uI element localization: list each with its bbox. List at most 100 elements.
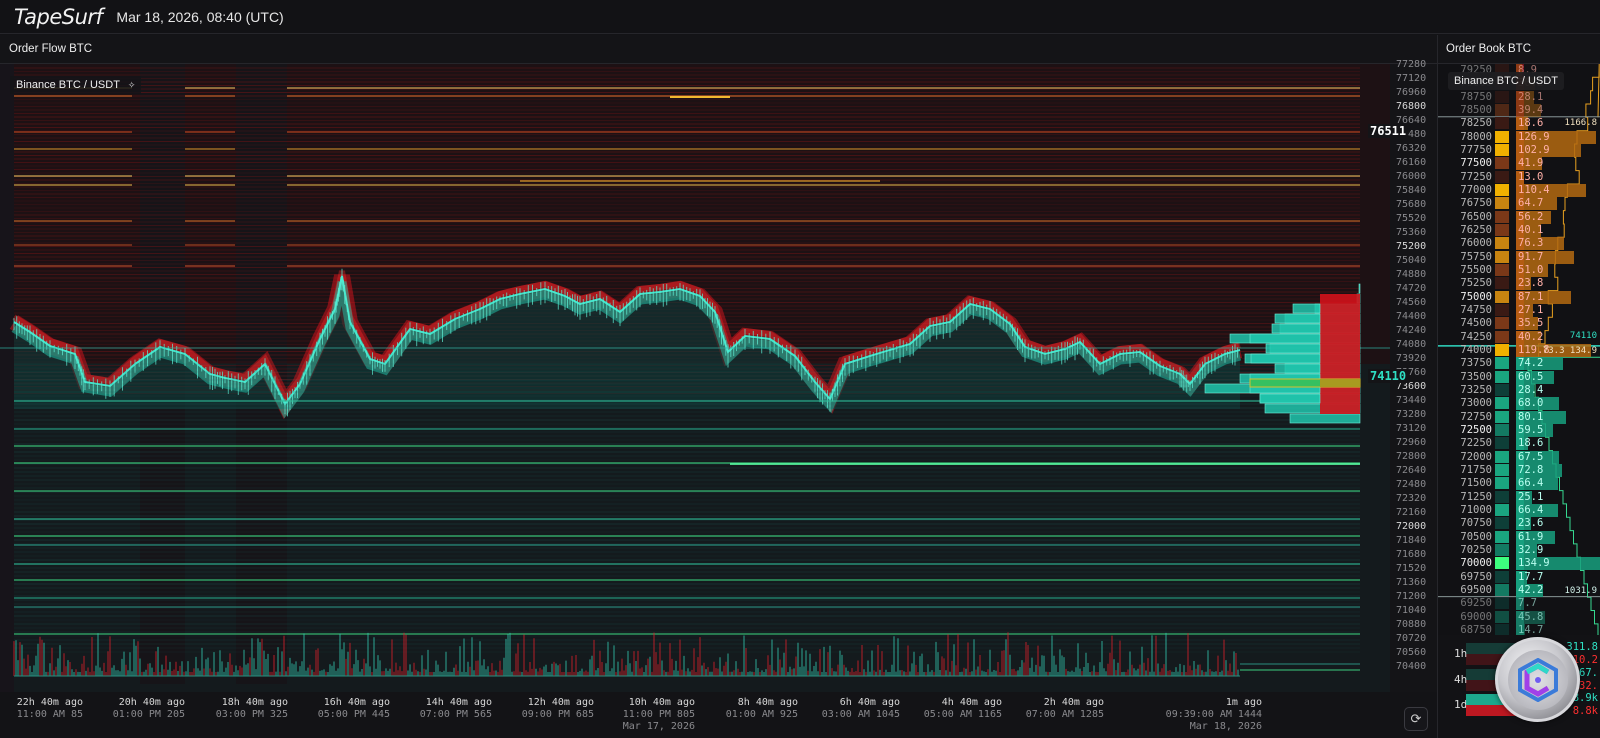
ob-qty-bar xyxy=(1516,170,1525,184)
ask-row[interactable]: 76500 56.2 xyxy=(1438,210,1600,224)
ob-heat-cell xyxy=(1495,410,1509,423)
ask-row[interactable]: 78250 18.6 xyxy=(1438,117,1600,131)
ask-row[interactable]: 77750 102.9 xyxy=(1438,143,1600,157)
time-absolute: 09:39:00 AM 1444 xyxy=(1165,709,1262,720)
price-tick: 71360 xyxy=(1396,577,1427,588)
pin-icon[interactable]: ✧ xyxy=(127,79,136,90)
ob-qty-bar xyxy=(1516,463,1562,477)
ob-price: 75250 xyxy=(1460,277,1492,290)
ask-row[interactable]: 77500 41.9 xyxy=(1438,157,1600,171)
ob-heat-cell xyxy=(1495,597,1509,610)
ask-row[interactable]: 76000 76.3 xyxy=(1438,237,1600,251)
bid-row[interactable]: 71750 72.8 xyxy=(1438,463,1600,477)
ob-qty: 45.8 xyxy=(1518,610,1544,623)
ob-price: 71500 xyxy=(1460,477,1492,490)
time-absolute: 01:00 PM 205 xyxy=(112,709,185,720)
price-axis[interactable]: 77280 77120 76960 76800 76640 76480 76320 76160… xyxy=(1368,60,1437,692)
ob-price: 73750 xyxy=(1460,357,1492,370)
ob-price: 70750 xyxy=(1460,517,1492,530)
time-date: Mar 18, 2026 xyxy=(1189,721,1262,732)
ob-qty: 64.7 xyxy=(1518,197,1544,210)
ob-qty: 72.8 xyxy=(1518,463,1544,476)
ask-row[interactable]: 75000 87.1 xyxy=(1438,290,1600,304)
bid-row[interactable]: 73250 28.4 xyxy=(1438,383,1600,397)
ob-qty-column-bg xyxy=(1516,64,1524,77)
ask-row[interactable]: 76750 64.7 xyxy=(1438,197,1600,211)
bid-row[interactable]: 69250 7.7 xyxy=(1438,597,1600,611)
ob-heat-cell xyxy=(1495,250,1509,263)
ob-heat-cell xyxy=(1495,437,1509,450)
ob-price: 71000 xyxy=(1460,503,1492,516)
bid-row[interactable]: 70250 32.9 xyxy=(1438,543,1600,557)
bid-row[interactable]: 71500 66.4 xyxy=(1438,477,1600,491)
ob-heat-cell xyxy=(1495,143,1509,156)
ob-qty-bar xyxy=(1516,277,1531,291)
time-relative: 1m ago xyxy=(1225,697,1262,708)
bid-row[interactable]: 70500 61.9 xyxy=(1438,530,1600,544)
ask-row[interactable]: 78500 39.4 xyxy=(1438,103,1600,117)
bid-row[interactable]: 69000 45.8 xyxy=(1438,610,1600,624)
bid-row[interactable]: 68750 14.7 xyxy=(1438,623,1600,635)
refresh-button[interactable]: ⟳ xyxy=(1404,707,1428,731)
ob-qty: 40.2 xyxy=(1518,330,1544,343)
ob-qty-bar xyxy=(1516,610,1545,624)
ob-qty-column-bg xyxy=(1516,103,1524,117)
order-flow-title: Order Flow BTC xyxy=(9,43,93,55)
time-relative: 6h 40m ago xyxy=(839,697,900,708)
bid-row[interactable]: 72500 59.5 xyxy=(1438,423,1600,437)
ask-row[interactable]: 74500 35.5 xyxy=(1438,317,1600,331)
time-tick: 18h 40m ago 03:00 PM 325 xyxy=(168,697,288,721)
bid-row[interactable]: 72250 18.6 xyxy=(1438,437,1600,451)
bid-row[interactable]: 71250 25.1 xyxy=(1438,490,1600,504)
order-book[interactable]: 792508.97900030.27875028.17850039.478250… xyxy=(1437,64,1600,635)
bid-row[interactable]: 69500 42.2 xyxy=(1438,583,1600,597)
ob-qty: 66.4 xyxy=(1518,477,1544,490)
price-tick: 72480 xyxy=(1396,479,1427,490)
ask-row[interactable]: 78750 28.1 xyxy=(1438,90,1600,104)
ask-row[interactable]: 77000 110.4 xyxy=(1438,183,1600,197)
ask-row[interactable]: 75750 91.7 xyxy=(1438,250,1600,264)
bid-row[interactable]: 73000 68.0 xyxy=(1438,397,1600,411)
order-flow-heatmap-chart[interactable]: Binance BTC / USDT ✧ xyxy=(0,64,1390,692)
app-logo[interactable]: TapeSurf xyxy=(14,4,103,29)
ask-row[interactable]: 75500 51.0 xyxy=(1438,263,1600,277)
ob-qty: 23.6 xyxy=(1518,517,1544,530)
price-tick: 75360 xyxy=(1396,227,1427,238)
time-relative: 8h 40m ago xyxy=(737,697,798,708)
ob-heat-cell xyxy=(1495,263,1509,276)
heatmap-canvas[interactable] xyxy=(0,64,1390,692)
price-tick: 77120 xyxy=(1396,73,1427,84)
bid-row[interactable]: 72750 80.1 xyxy=(1438,410,1600,424)
bid-row[interactable]: 69750 17.7 xyxy=(1438,570,1600,584)
bid-row[interactable]: 71000 66.4 xyxy=(1438,503,1600,517)
time-absolute: 03:00 PM 325 xyxy=(215,709,288,720)
bid-row[interactable]: 70750 23.6 xyxy=(1438,517,1600,531)
ask-row[interactable]: 78000 126.9 xyxy=(1438,130,1600,144)
ob-qty: 23.8 xyxy=(1518,277,1544,290)
ask-row[interactable]: 74750 27.1 xyxy=(1438,303,1600,317)
timeframe-label: 4h xyxy=(1454,673,1468,686)
bid-row[interactable]: 72000 67.5 xyxy=(1438,450,1600,464)
ob-qty: 7.7 xyxy=(1518,597,1537,610)
time-absolute: 09:00 PM 685 xyxy=(521,709,594,720)
ask-row[interactable]: 74250 40.2 xyxy=(1438,330,1600,344)
bid-row[interactable]: 73500 60.5 xyxy=(1438,370,1600,384)
bid-row[interactable]: 70000 134.9 xyxy=(1438,557,1600,571)
ob-heat-cell xyxy=(1495,317,1509,330)
ask-row[interactable]: 75250 23.8 xyxy=(1438,277,1600,291)
price-tick: 71840 xyxy=(1396,535,1427,546)
ob-qty: 51.0 xyxy=(1518,263,1544,276)
ob-qty-bar xyxy=(1516,117,1528,131)
ob-qty: 67.5 xyxy=(1518,450,1544,463)
ob-qty-bar xyxy=(1516,450,1559,464)
ask-row[interactable]: 74000 119.8 xyxy=(1438,343,1600,357)
ask-row[interactable]: 76250 40.1 xyxy=(1438,223,1600,237)
ask-row[interactable]: 77250 13.0 xyxy=(1438,170,1600,184)
ob-price: 75750 xyxy=(1460,250,1492,263)
price-tick: 73120 xyxy=(1396,423,1427,434)
bid-row[interactable]: 73750 74.2 xyxy=(1438,357,1600,371)
ob-qty-bar xyxy=(1516,383,1534,397)
ob-heat-cell xyxy=(1495,210,1509,223)
ob-heat-cell xyxy=(1495,183,1509,196)
time-axis[interactable]: 22h 40m ago 11:00 AM 85 20h 40m ago 01:00 P… xyxy=(0,692,1390,738)
